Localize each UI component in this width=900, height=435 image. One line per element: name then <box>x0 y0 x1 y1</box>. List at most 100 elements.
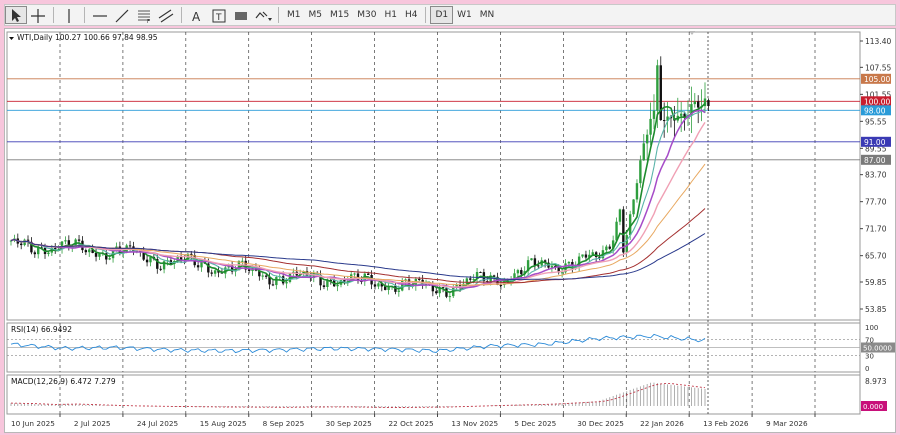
candle-body <box>264 275 268 277</box>
level-tag-label: 87.00 <box>864 156 886 165</box>
toolbar-separator <box>181 7 182 23</box>
candle-body <box>465 278 469 284</box>
candle-body <box>213 270 217 274</box>
candle-body <box>404 279 407 281</box>
timeframe-mn-button[interactable]: MN <box>479 10 495 20</box>
fibonacci-tool-button[interactable]: F <box>133 6 155 24</box>
rsi-tick-label: 30 <box>865 353 874 361</box>
trendline-tool-button[interactable] <box>111 6 133 24</box>
price-tick-label: 77.70 <box>865 198 887 207</box>
channel-tool-button[interactable] <box>155 6 177 24</box>
timeframe-w1-button[interactable]: W1 <box>457 10 472 20</box>
candle-body <box>108 258 111 260</box>
candle-body <box>591 252 594 255</box>
candle-body <box>67 240 71 248</box>
symbol-menu-icon[interactable] <box>9 37 14 40</box>
candle-body <box>179 256 183 260</box>
candle-body <box>329 279 332 281</box>
candle-body <box>693 101 696 105</box>
price-tick-label: 95.55 <box>865 117 887 126</box>
candle-body <box>210 272 213 274</box>
candle-body <box>666 116 669 122</box>
scroll-marker-icon <box>689 31 695 35</box>
candle-body <box>98 253 101 257</box>
chart-window[interactable]: 113.40 107.55 101.55 95.55 89.55 83.70 77.70 71… <box>4 28 896 433</box>
crosshair-icon <box>31 9 45 23</box>
timeframe-d1-button[interactable]: D1 <box>430 6 454 24</box>
candle-body <box>659 65 662 121</box>
time-axis-label: 10 Jun 2025 <box>11 419 55 428</box>
moving-average-line <box>10 233 706 281</box>
macd-zero-tag <box>861 401 887 411</box>
candle-body <box>588 254 591 258</box>
macd-panel[interactable] <box>6 374 861 415</box>
candle-body <box>560 272 564 274</box>
candle-body <box>247 269 251 271</box>
rectangle-tool-button[interactable] <box>230 6 252 24</box>
candle-body <box>557 266 560 273</box>
candle-body <box>142 251 145 260</box>
rsi-label: RSI(14) 66.9492 <box>11 325 72 334</box>
candle-body <box>105 253 108 260</box>
cursor-tool-button[interactable] <box>5 6 27 24</box>
candle-body <box>635 183 639 200</box>
timeframe-h1-button[interactable]: H1 <box>384 10 397 20</box>
price-tick-label: 83.70 <box>865 171 887 180</box>
candle-body <box>625 235 628 253</box>
crosshair-tool-button[interactable] <box>27 6 49 24</box>
rectangle-icon <box>235 12 247 20</box>
level-tag <box>861 105 891 116</box>
candle-body <box>622 209 625 253</box>
candle-body <box>475 271 479 280</box>
shapes-menu-tool-button[interactable] <box>252 6 274 24</box>
candle-body <box>608 246 611 249</box>
timeframe-h4-button[interactable]: H4 <box>404 10 418 20</box>
candle-body <box>424 283 428 285</box>
time-axis-label: 15 Aug 2025 <box>200 419 247 428</box>
time-axis-label: 2 Jul 2025 <box>74 419 111 428</box>
price-tick-label: 101.55 <box>865 90 891 99</box>
candle-body <box>30 241 33 253</box>
candle-body <box>20 243 23 246</box>
horizontal-line-icon <box>93 15 107 17</box>
candle-body <box>60 241 64 249</box>
candle-body <box>268 276 271 285</box>
candle-body <box>380 283 384 287</box>
rsi-level-tag-label: 50.0000 <box>863 345 892 353</box>
candle-body <box>200 261 203 268</box>
candle-body <box>322 285 326 288</box>
candle-body <box>349 274 353 282</box>
shapes-menu-icon <box>255 11 272 21</box>
candle-body <box>224 267 227 274</box>
candle-body <box>611 240 615 249</box>
timeframe-m1-button[interactable]: M1 <box>287 10 301 20</box>
candle-body <box>84 250 88 253</box>
chart-canvas[interactable]: 113.40 107.55 101.55 95.55 89.55 83.70 77.70 71… <box>5 29 897 434</box>
candle-body <box>384 286 387 290</box>
text-label-icon: T <box>212 9 226 23</box>
price-axis: 113.40 107.55 101.55 95.55 89.55 83.70 77.70 71… <box>860 37 891 314</box>
candle-body <box>275 276 278 286</box>
candle-body <box>581 254 584 257</box>
text-tool-button[interactable]: A <box>186 6 208 24</box>
text-label-tool-button[interactable]: T <box>208 6 230 24</box>
rsi-line <box>10 333 706 354</box>
horizontal-line-tool-button[interactable] <box>89 6 111 24</box>
time-axis-label: 5 Dec 2025 <box>514 419 556 428</box>
time-axis-label: 30 Sep 2025 <box>326 419 372 428</box>
timeframe-m15-button[interactable]: M15 <box>330 10 350 20</box>
candle-body <box>418 278 421 280</box>
toolbar-separator <box>53 7 54 23</box>
candle-body <box>639 160 642 184</box>
candle-body <box>618 209 622 222</box>
timeframe-m5-button[interactable]: M5 <box>308 10 323 20</box>
vertical-line-tool-button[interactable] <box>58 6 80 24</box>
vertical-line-icon <box>68 9 70 23</box>
candle-body <box>656 65 659 111</box>
channel-icon <box>158 9 174 23</box>
svg-text:A: A <box>192 10 201 24</box>
main-price-panel[interactable] <box>6 31 861 321</box>
candle-body <box>145 259 149 263</box>
timeframe-m30-button[interactable]: M30 <box>357 10 377 20</box>
candle-body <box>577 256 581 267</box>
